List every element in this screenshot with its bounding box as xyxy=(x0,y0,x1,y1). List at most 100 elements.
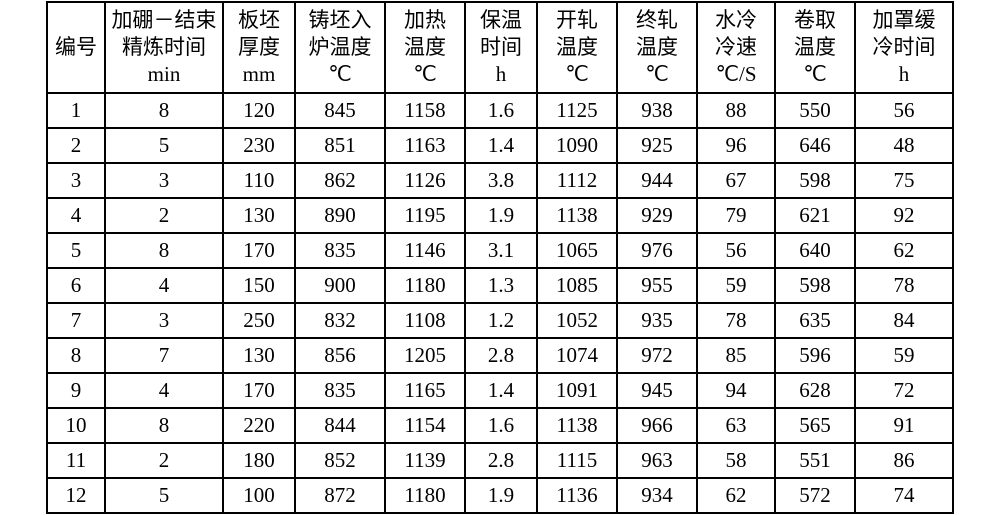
table-cell: 1112 xyxy=(537,163,617,198)
header-line: min xyxy=(108,61,220,88)
table-cell: 96 xyxy=(697,128,775,163)
table-cell: 852 xyxy=(295,443,385,478)
table-cell: 110 xyxy=(223,163,295,198)
table-cell: 250 xyxy=(223,303,295,338)
table-cell: 929 xyxy=(617,198,697,233)
data-table: 编号 加硼－结束 精炼时间 min 板坯 厚度 mm 铸坯入 炉温度 ℃ 加热 … xyxy=(46,1,954,515)
table-cell: 1108 xyxy=(385,303,465,338)
header-line: ℃ xyxy=(778,61,852,88)
table-cell: 3 xyxy=(47,163,105,198)
table-cell: 900 xyxy=(295,268,385,303)
table-cell: 550 xyxy=(775,93,855,128)
header-line: 温度 xyxy=(388,34,462,61)
table-cell: 75 xyxy=(855,163,953,198)
header-line: 卷取 xyxy=(778,7,852,34)
header-line: ℃ xyxy=(298,61,382,88)
table-cell: 1085 xyxy=(537,268,617,303)
col-header-heat: 加热 温度 ℃ xyxy=(385,2,465,94)
table-cell: 1.9 xyxy=(465,198,537,233)
table-cell: 890 xyxy=(295,198,385,233)
table-cell: 7 xyxy=(47,303,105,338)
table-cell: 84 xyxy=(855,303,953,338)
table-cell: 3 xyxy=(105,303,223,338)
table-cell: 62 xyxy=(855,233,953,268)
table-cell: 1139 xyxy=(385,443,465,478)
table-cell: 2.8 xyxy=(465,338,537,373)
table-cell: 120 xyxy=(223,93,295,128)
header-line: ℃ xyxy=(540,61,614,88)
table-cell: 9 xyxy=(47,373,105,408)
table-cell: 2 xyxy=(105,443,223,478)
table-cell: 1146 xyxy=(385,233,465,268)
table-cell: 5 xyxy=(105,128,223,163)
table-cell: 170 xyxy=(223,373,295,408)
table-cell: 851 xyxy=(295,128,385,163)
table-cell: 1138 xyxy=(537,408,617,443)
table-cell: 1.6 xyxy=(465,408,537,443)
table-cell: 872 xyxy=(295,478,385,513)
table-cell: 48 xyxy=(855,128,953,163)
header-line: 加罩缓 xyxy=(858,7,950,34)
col-header-hold: 保温 时间 h xyxy=(465,2,537,94)
table-cell: 598 xyxy=(775,268,855,303)
table-cell: 832 xyxy=(295,303,385,338)
table-cell: 1180 xyxy=(385,478,465,513)
table-cell: 8 xyxy=(47,338,105,373)
table-row: 5817083511463.110659765664062 xyxy=(47,233,953,268)
table-cell: 170 xyxy=(223,233,295,268)
table-cell: 621 xyxy=(775,198,855,233)
table-cell: 1.6 xyxy=(465,93,537,128)
header-line: 时间 xyxy=(468,34,534,61)
table-cell: 1125 xyxy=(537,93,617,128)
table-row: 6415090011801.310859555959878 xyxy=(47,268,953,303)
table-cell: 8 xyxy=(105,93,223,128)
header-line: h xyxy=(468,61,534,88)
table-cell: 955 xyxy=(617,268,697,303)
table-cell: 966 xyxy=(617,408,697,443)
table-cell: 10 xyxy=(47,408,105,443)
table-cell: 856 xyxy=(295,338,385,373)
table-cell: 4 xyxy=(105,373,223,408)
table-cell: 3.1 xyxy=(465,233,537,268)
table-cell: 78 xyxy=(697,303,775,338)
header-line: 炉温度 xyxy=(298,34,382,61)
table-cell: 59 xyxy=(697,268,775,303)
table-cell: 1052 xyxy=(537,303,617,338)
table-cell: 945 xyxy=(617,373,697,408)
table-cell: 4 xyxy=(47,198,105,233)
header-line: mm xyxy=(226,61,292,88)
table-cell: 1074 xyxy=(537,338,617,373)
table-cell: 1126 xyxy=(385,163,465,198)
table-cell: 938 xyxy=(617,93,697,128)
table-cell: 976 xyxy=(617,233,697,268)
table-cell: 150 xyxy=(223,268,295,303)
table-cell: 1115 xyxy=(537,443,617,478)
col-header-watercool: 水冷 冷速 ℃/S xyxy=(697,2,775,94)
table-cell: 5 xyxy=(47,233,105,268)
col-header-endroll: 终轧 温度 ℃ xyxy=(617,2,697,94)
table-cell: 862 xyxy=(295,163,385,198)
col-header-furnace: 铸坯入 炉温度 ℃ xyxy=(295,2,385,94)
table-cell: 640 xyxy=(775,233,855,268)
header-line: 厚度 xyxy=(226,34,292,61)
table-cell: 8 xyxy=(105,233,223,268)
table-cell: 598 xyxy=(775,163,855,198)
table-cell: 56 xyxy=(855,93,953,128)
header-line: 加硼－结束 xyxy=(108,7,220,34)
col-header-coil: 卷取 温度 ℃ xyxy=(775,2,855,94)
table-cell: 56 xyxy=(697,233,775,268)
table-cell: 628 xyxy=(775,373,855,408)
table-row: 11218085211392.811159635855186 xyxy=(47,443,953,478)
table-cell: 59 xyxy=(855,338,953,373)
table-cell: 63 xyxy=(697,408,775,443)
table-cell: 1163 xyxy=(385,128,465,163)
table-cell: 1154 xyxy=(385,408,465,443)
table-cell: 62 xyxy=(697,478,775,513)
table-cell: 844 xyxy=(295,408,385,443)
table-cell: 1136 xyxy=(537,478,617,513)
table-row: 2523085111631.410909259664648 xyxy=(47,128,953,163)
table-cell: 596 xyxy=(775,338,855,373)
table-cell: 72 xyxy=(855,373,953,408)
header-line: ℃/S xyxy=(700,61,772,88)
table-cell: 3 xyxy=(105,163,223,198)
